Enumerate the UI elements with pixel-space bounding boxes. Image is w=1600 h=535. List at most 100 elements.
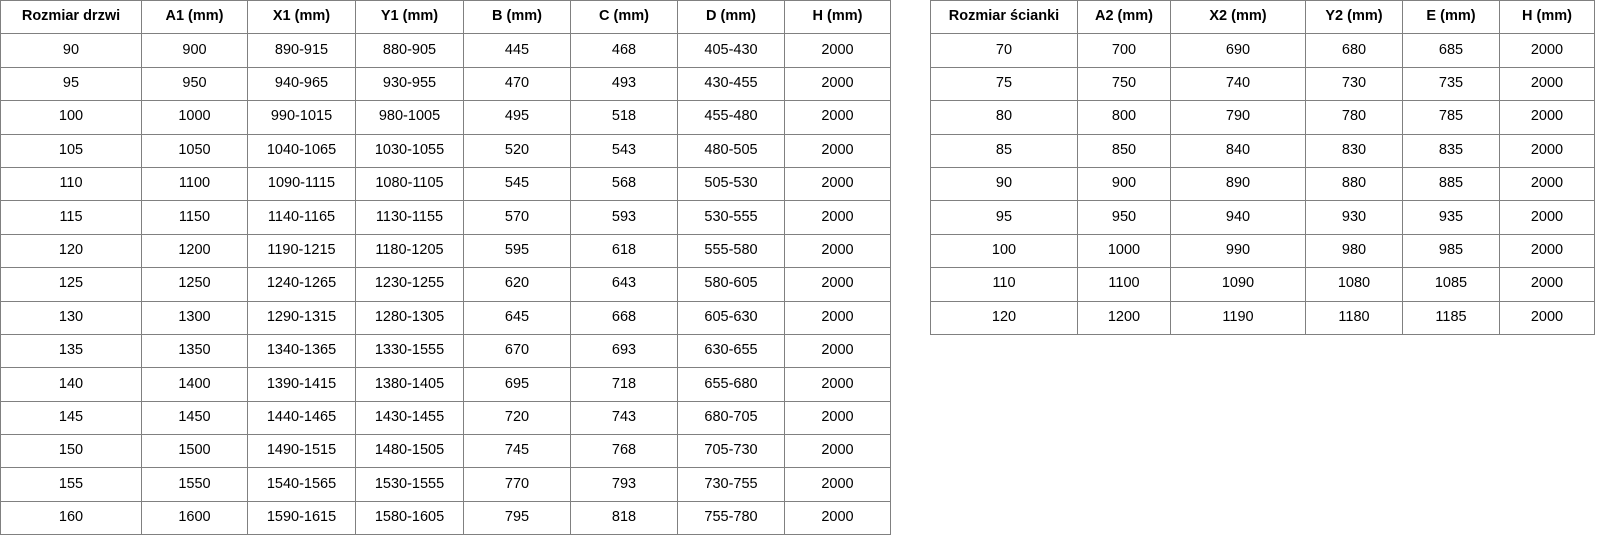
table-cell: 700: [1077, 33, 1171, 68]
table-row: 95 950 940-965 930-955 470 493 430-455 2000: [0, 66, 891, 102]
table-cell: 1200: [141, 233, 248, 269]
doors-column-header: C (mm): [570, 0, 678, 35]
table-cell: 1550: [141, 467, 248, 502]
table-cell: 543: [570, 133, 678, 168]
doors-size-cell: 110: [0, 166, 142, 202]
table-row: 135 1350 1340-1365 1330-1555 670 693 630-655 20…: [0, 333, 891, 369]
table-cell: 455-480: [677, 100, 785, 135]
table-cell: 2000: [784, 333, 891, 369]
table-cell: 2000: [784, 500, 891, 535]
walls-size-cell: 110: [930, 267, 1078, 302]
table-cell: 740: [1170, 66, 1306, 102]
table-cell: 785: [1402, 100, 1500, 135]
table-cell: 2000: [784, 400, 891, 436]
walls-column-header: Rozmiar ścianki: [930, 0, 1078, 35]
doors-size-cell: 125: [0, 267, 142, 302]
table-cell: 745: [463, 434, 571, 469]
table-cell: 2000: [784, 166, 891, 202]
table-cell: 693: [570, 333, 678, 369]
table-cell: 470: [463, 66, 571, 102]
table-cell: 1380-1405: [355, 367, 464, 402]
table-cell: 1280-1305: [355, 300, 464, 335]
table-row: 130 1300 1290-1315 1280-1305 645 668 605-630 20…: [0, 300, 891, 335]
doors-size-cell: 95: [0, 66, 142, 102]
table-cell: 1450: [141, 400, 248, 436]
table-cell: 2000: [784, 100, 891, 135]
doors-size-cell: 100: [0, 100, 142, 135]
table-cell: 2000: [1499, 166, 1595, 202]
table-cell: 2000: [784, 33, 891, 68]
table-cell: 555-580: [677, 233, 785, 269]
table-cell: 680-705: [677, 400, 785, 436]
table-cell: 1130-1155: [355, 200, 464, 235]
walls-size-cell: 100: [930, 233, 1078, 269]
table-cell: 468: [570, 33, 678, 68]
table-cell: 890-915: [247, 33, 356, 68]
table-cell: 2000: [784, 200, 891, 235]
doors-size-cell: 130: [0, 300, 142, 335]
table-cell: 1480-1505: [355, 434, 464, 469]
table-cell: 1085: [1402, 267, 1500, 302]
table-row: 150 1500 1490-1515 1480-1505 745 768 705-730 20…: [0, 434, 891, 469]
table-cell: 2000: [784, 467, 891, 502]
table-cell: 935: [1402, 200, 1500, 235]
table-cell: 2000: [784, 267, 891, 302]
table-cell: 985: [1402, 233, 1500, 269]
table-row: 100 1000 990 980 985 2000: [930, 233, 1595, 269]
table-cell: 645: [463, 300, 571, 335]
table-cell: 880-905: [355, 33, 464, 68]
table-row: 80 800 790 780 785 2000: [930, 100, 1595, 135]
doors-column-header: Y1 (mm): [355, 0, 464, 35]
table-cell: 980-1005: [355, 100, 464, 135]
doors-size-cell: 105: [0, 133, 142, 168]
table-cell: 1340-1365: [247, 333, 356, 369]
doors-size-cell: 145: [0, 400, 142, 436]
doors-column-header: A1 (mm): [141, 0, 248, 35]
table-cell: 520: [463, 133, 571, 168]
table-row: 120 1200 1190 1180 1185 2000: [930, 300, 1595, 335]
table-cell: 2000: [784, 66, 891, 102]
table-cell: 720: [463, 400, 571, 436]
table-cell: 685: [1402, 33, 1500, 68]
table-cell: 2000: [784, 300, 891, 335]
walls-column-header: A2 (mm): [1077, 0, 1171, 35]
walls-size-cell: 75: [930, 66, 1078, 102]
table-cell: 755-780: [677, 500, 785, 535]
table-cell: 430-455: [677, 66, 785, 102]
walls-size-cell: 70: [930, 33, 1078, 68]
table-cell: 1390-1415: [247, 367, 356, 402]
table-cell: 770: [463, 467, 571, 502]
table-cell: 1230-1255: [355, 267, 464, 302]
table-cell: 1080: [1305, 267, 1403, 302]
table-cell: 1540-1565: [247, 467, 356, 502]
doors-column-header: H (mm): [784, 0, 891, 35]
table-cell: 655-680: [677, 367, 785, 402]
table-cell: 940: [1170, 200, 1306, 235]
table-cell: 890: [1170, 166, 1306, 202]
table-cell: 793: [570, 467, 678, 502]
table-cell: 718: [570, 367, 678, 402]
table-cell: 790: [1170, 100, 1306, 135]
table-cell: 900: [1077, 166, 1171, 202]
table-header-row: Rozmiar drzwi A1 (mm) X1 (mm) Y1 (mm) B (mm)…: [0, 0, 891, 35]
table-cell: 980: [1305, 233, 1403, 269]
table-cell: 530-555: [677, 200, 785, 235]
doors-column-header: Rozmiar drzwi: [0, 0, 142, 35]
table-cell: 990: [1170, 233, 1306, 269]
table-cell: 595: [463, 233, 571, 269]
walls-column-header: X2 (mm): [1170, 0, 1306, 35]
table-row: 90 900 890 880 885 2000: [930, 166, 1595, 202]
table-row: 120 1200 1190-1215 1180-1205 595 618 555-580 20…: [0, 233, 891, 269]
walls-size-cell: 90: [930, 166, 1078, 202]
table-cell: 1530-1555: [355, 467, 464, 502]
table-cell: 1185: [1402, 300, 1500, 335]
table-cell: 2000: [1499, 100, 1595, 135]
table-cell: 1250: [141, 267, 248, 302]
table-cell: 518: [570, 100, 678, 135]
table-cell: 630-655: [677, 333, 785, 369]
table-cell: 1440-1465: [247, 400, 356, 436]
table-cell: 885: [1402, 166, 1500, 202]
table-cell: 2000: [1499, 267, 1595, 302]
table-cell: 930: [1305, 200, 1403, 235]
table-cell: 690: [1170, 33, 1306, 68]
